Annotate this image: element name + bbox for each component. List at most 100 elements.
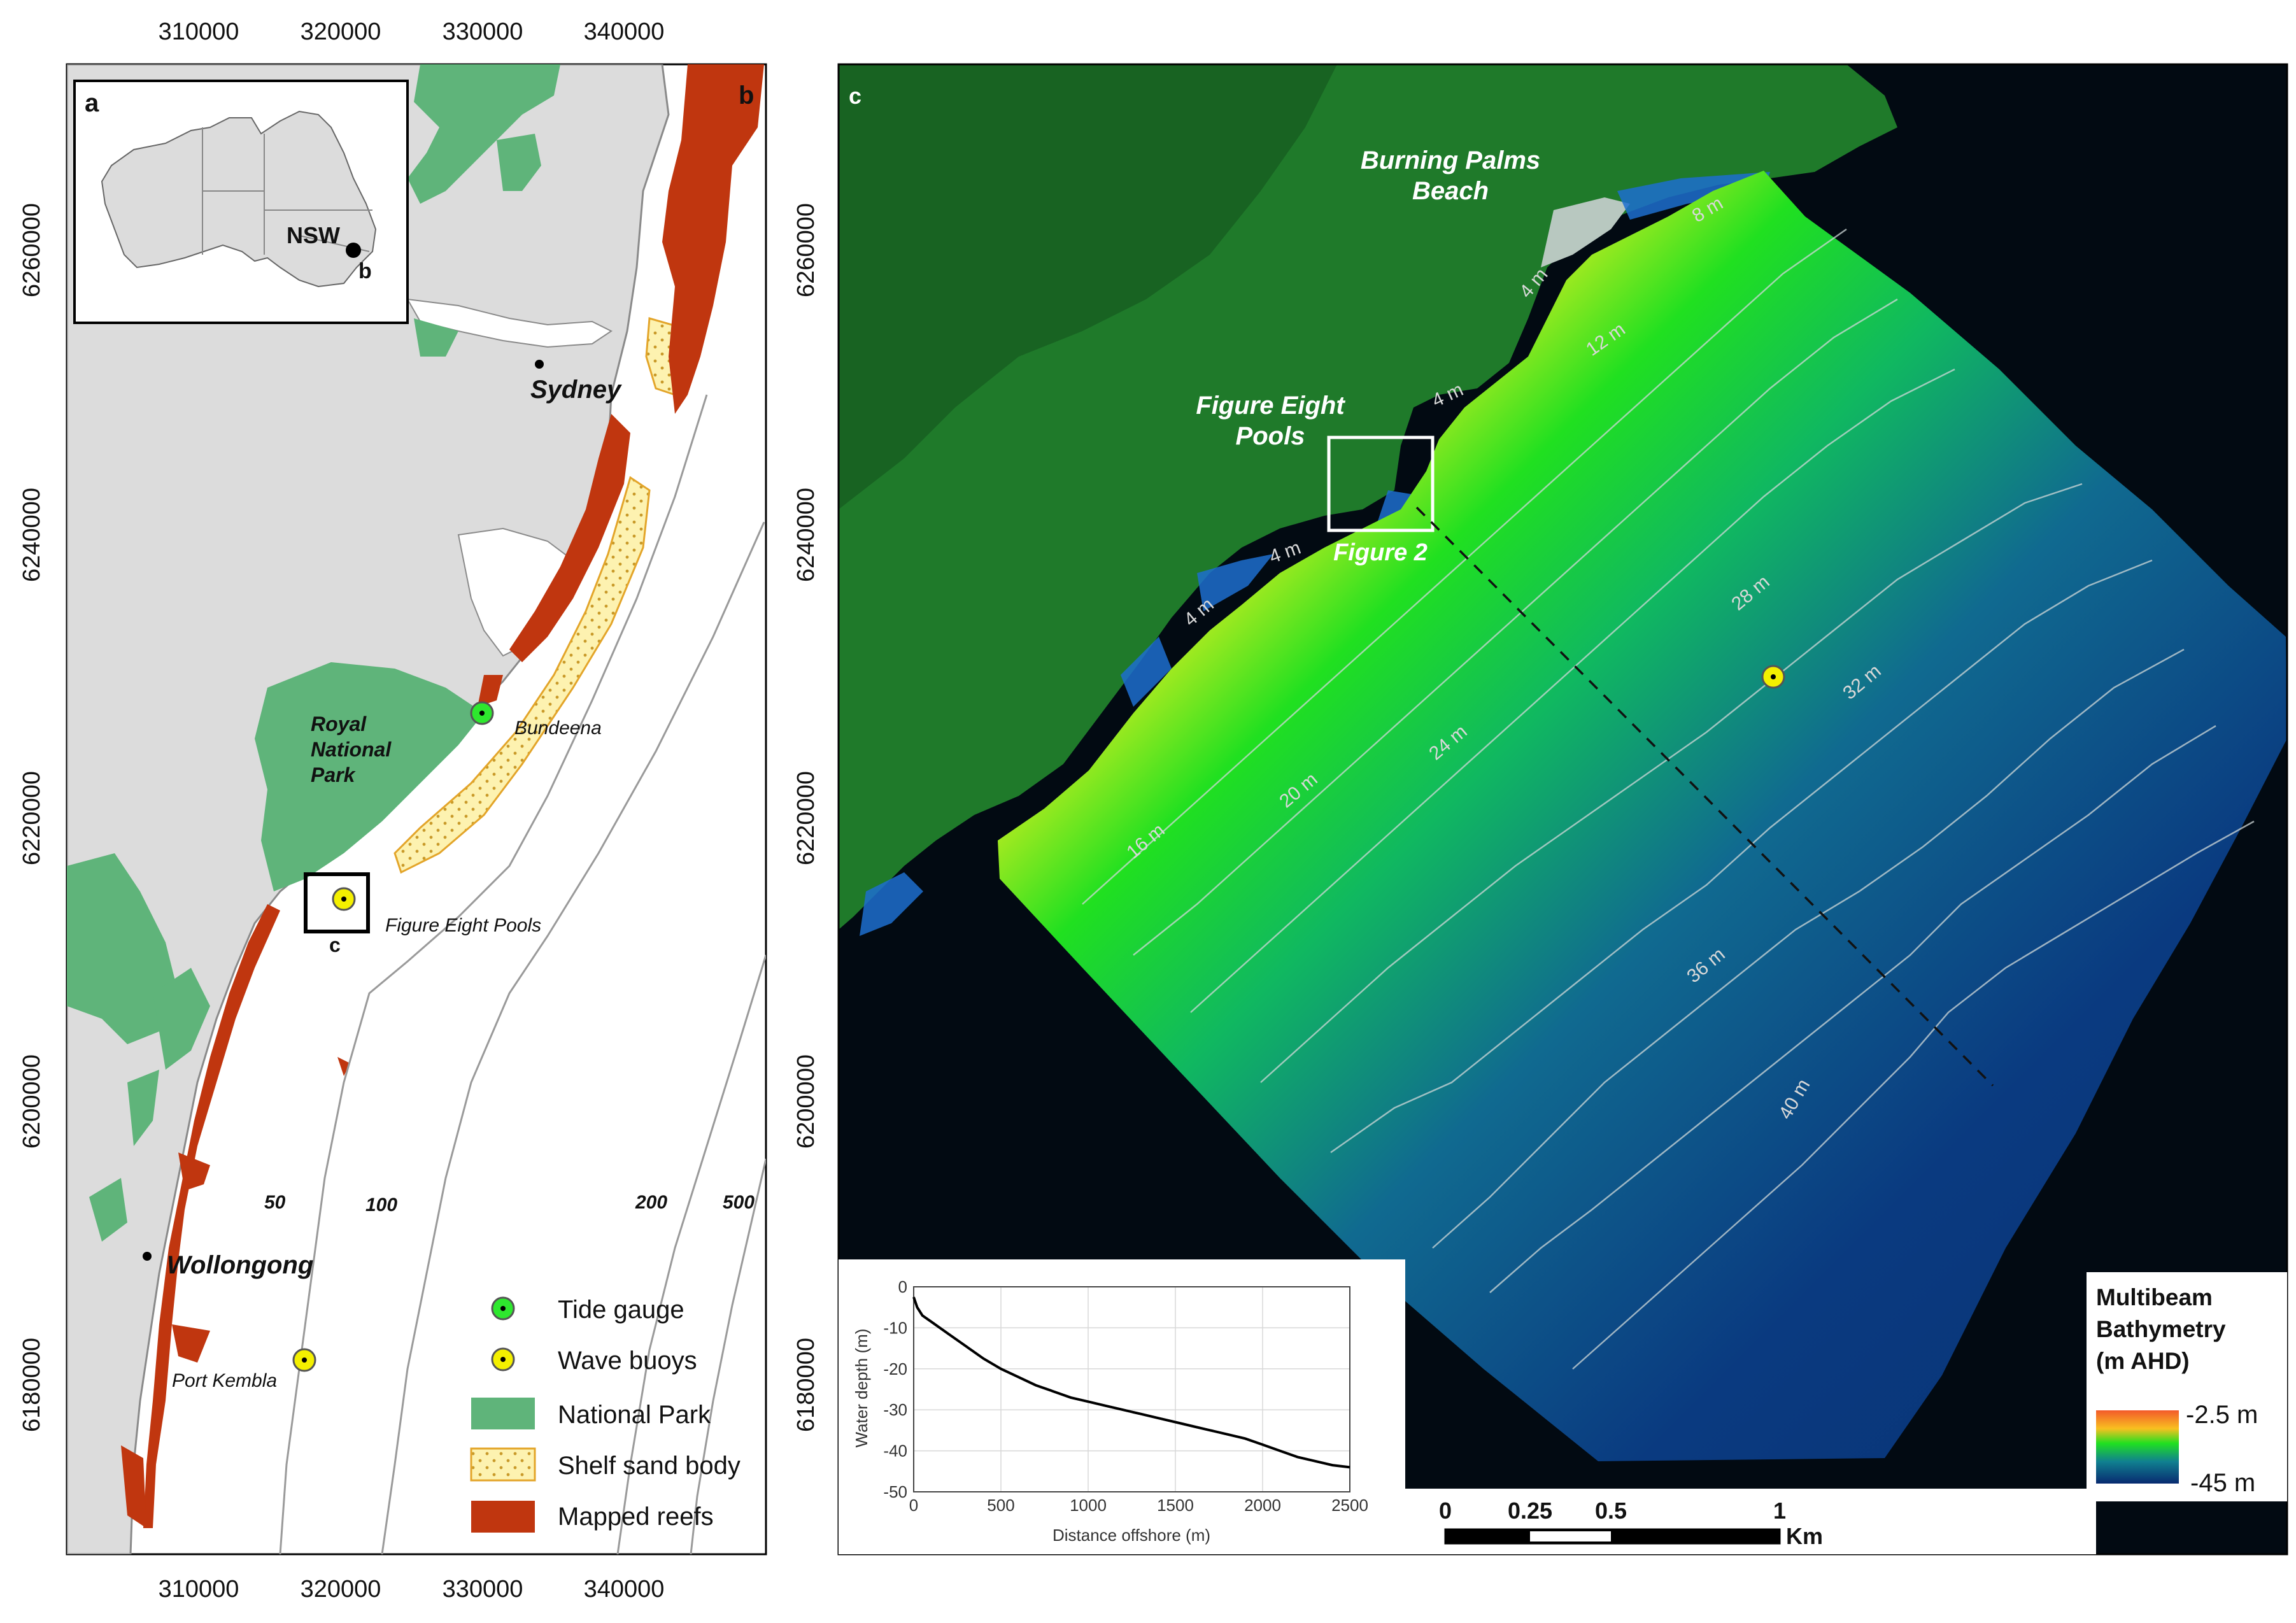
depth-profile-inset: 0 500 1000 1500 2000 2500 0 -10 -20 -30 -40 -50 Wat… <box>839 1259 1405 1554</box>
y-tick-left: 6180000 <box>18 1338 45 1432</box>
profile-x-tick: 1500 <box>1157 1496 1194 1515</box>
colorbar-title-line3: (m AHD) <box>2096 1348 2190 1374</box>
isobath-lines <box>279 394 766 1554</box>
map-legend: Tide gauge Wave buoys National Park Shel… <box>470 1296 741 1533</box>
study-site-marker <box>346 243 361 258</box>
panel-a-inset: a NSW b <box>73 80 409 324</box>
legend-national-park-label: National Park <box>558 1401 711 1429</box>
isobath-label-500: 500 <box>723 1192 755 1213</box>
legend-mapped-reefs-label: Mapped reefs <box>558 1503 714 1531</box>
multibeam-swath <box>998 171 2287 1461</box>
panel-b-label: b <box>739 82 754 110</box>
profile-background <box>839 1259 1405 1554</box>
inset-b-marker-label: b <box>358 259 372 283</box>
wave-buoy-port-kembla <box>292 1348 316 1372</box>
isobath-label-100: 100 <box>365 1194 397 1215</box>
profile-transect-line <box>1415 506 1994 1087</box>
scalebar: 0 0.25 0.5 1 Km <box>1405 1489 2096 1554</box>
profile-ticks: 0 500 1000 1500 2000 2500 0 -10 -20 -30 -40 -50 <box>883 1277 1368 1515</box>
place-royal: Royal <box>311 712 367 735</box>
legend-tide-gauge-label: Tide gauge <box>558 1296 684 1324</box>
place-beach: Beach <box>1412 177 1489 205</box>
scalebar-tick: 0.5 <box>1595 1498 1627 1524</box>
panel-a-label: a <box>85 89 99 117</box>
isobath-label-200: 200 <box>635 1192 667 1213</box>
profile-y-tick: 0 <box>898 1277 907 1296</box>
colorbar-title-line2: Bathymetry <box>2096 1316 2226 1342</box>
panel-b-x-ticks-bottom: 310000 320000 330000 340000 <box>159 1576 665 1603</box>
nsw-label: NSW <box>287 222 340 248</box>
y-tick-left: 6200000 <box>18 1054 45 1149</box>
scalebar-tick: 0 <box>1439 1498 1452 1524</box>
scalebar-tick: 0.25 <box>1508 1498 1552 1524</box>
legend-wave-buoys-label: Wave buoys <box>558 1347 697 1375</box>
y-tick-right: 6240000 <box>793 488 819 582</box>
profile-axes-frame <box>913 1286 1350 1492</box>
inset-c-box[interactable] <box>304 872 370 933</box>
wave-buoy-panel-c <box>1761 665 1785 689</box>
panel-b-x-ticks-top: 310000 320000 330000 340000 <box>159 18 665 45</box>
colorbar-ramp <box>2096 1410 2179 1484</box>
place-figure-eight-pools: Figure Eight Pools <box>385 915 541 936</box>
place-national: National <box>311 738 392 761</box>
profile-x-tick: 500 <box>987 1496 1014 1515</box>
profile-x-tick: 2500 <box>1331 1496 1368 1515</box>
y-tick-right: 6200000 <box>793 1054 819 1149</box>
burning-palms-beach <box>1541 197 1630 267</box>
isobath-label-50: 50 <box>264 1192 286 1213</box>
panel-b-map: Sydney Royal National Park Bundeena Figu… <box>18 18 819 1603</box>
mapped-reefs <box>121 64 764 1528</box>
x-tick-bottom: 340000 <box>584 1576 665 1603</box>
y-tick-left: 6240000 <box>18 488 45 582</box>
wollongong-dot <box>143 1252 152 1261</box>
panel-b-y-ticks-right: 6260000 6240000 6220000 6200000 6180000 <box>793 203 819 1432</box>
bathymetry-colorbar: Multibeam Bathymetry (m AHD) -2.5 m -45 … <box>2087 1272 2287 1501</box>
australia-outline <box>101 110 377 288</box>
place-burning-palms: Burning Palms <box>1361 146 1540 174</box>
scalebar-tick: 1 <box>1773 1498 1786 1524</box>
wave-buoy-figure-eight <box>332 887 356 911</box>
legend-wave-buoys: Wave buoys <box>491 1347 697 1375</box>
x-tick-top: 320000 <box>301 18 381 45</box>
y-tick-right: 6180000 <box>793 1338 819 1432</box>
scalebar-unit: Km <box>1786 1523 1823 1549</box>
panel-c-bathymetry: Burning Palms Beach Figure Eight Pools F… <box>837 63 2288 1556</box>
panel-b-y-ticks-left: 6260000 6240000 6220000 6200000 6180000 <box>18 203 45 1432</box>
national-park-areas <box>67 64 560 1242</box>
x-tick-top: 340000 <box>584 18 665 45</box>
x-tick-top: 330000 <box>443 18 523 45</box>
x-tick-bottom: 310000 <box>159 1576 239 1603</box>
panel-c-label: c <box>849 83 861 109</box>
place-wollongong: Wollongong <box>167 1251 313 1279</box>
place-bundeena: Bundeena <box>514 718 602 739</box>
profile-xlabel: Distance offshore (m) <box>1052 1526 1210 1545</box>
place-port-kembla: Port Kembla <box>172 1370 277 1391</box>
place-sydney: Sydney <box>530 376 622 404</box>
x-tick-top: 310000 <box>159 18 239 45</box>
profile-ylabel: Water depth (m) <box>852 1329 871 1448</box>
y-tick-left: 6220000 <box>18 771 45 865</box>
y-tick-left: 6260000 <box>18 203 45 297</box>
profile-y-tick: -10 <box>883 1318 907 1337</box>
colorbar-title-line1: Multibeam <box>2096 1284 2213 1310</box>
legend-shelf-sand-body: Shelf sand body <box>470 1447 741 1482</box>
profile-y-tick: -30 <box>883 1400 907 1419</box>
colorbar-min: -45 m <box>2190 1469 2255 1497</box>
profile-series-line <box>912 1296 1350 1469</box>
profile-x-tick: 0 <box>909 1496 918 1515</box>
colorbar-max: -2.5 m <box>2186 1401 2258 1429</box>
figure-2-box[interactable] <box>1327 436 1435 532</box>
x-tick-bottom: 330000 <box>443 1576 523 1603</box>
legend-shelf-sand-body-label: Shelf sand body <box>558 1452 741 1480</box>
place-pools: Pools <box>1236 422 1305 450</box>
profile-x-tick: 2000 <box>1244 1496 1281 1515</box>
y-tick-right: 6220000 <box>793 771 819 865</box>
legend-tide-gauge: Tide gauge <box>491 1296 684 1324</box>
place-park: Park <box>311 763 357 786</box>
tide-gauge-bundeena <box>470 701 494 725</box>
x-tick-bottom: 320000 <box>301 1576 381 1603</box>
profile-y-tick: -20 <box>883 1359 907 1378</box>
darker-vegetation <box>839 64 1337 509</box>
sydney-dot <box>535 360 544 369</box>
